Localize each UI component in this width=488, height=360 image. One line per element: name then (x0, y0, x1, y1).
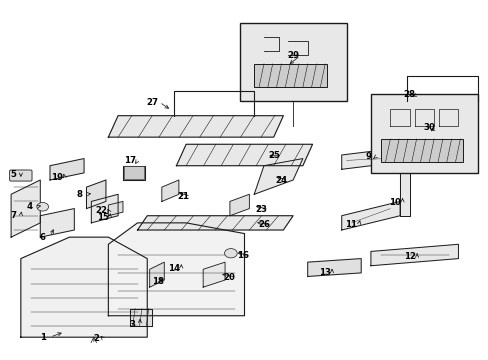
Polygon shape (341, 144, 428, 169)
Text: 25: 25 (268, 151, 280, 160)
FancyBboxPatch shape (10, 170, 32, 181)
Text: 1: 1 (40, 333, 45, 342)
Polygon shape (307, 258, 361, 276)
Polygon shape (149, 262, 164, 287)
Text: 5: 5 (11, 170, 17, 179)
Text: 28: 28 (403, 90, 415, 99)
Bar (370, 94, 477, 173)
Text: 26: 26 (258, 220, 269, 229)
Text: 15: 15 (97, 213, 108, 222)
Polygon shape (341, 202, 399, 230)
Bar (239, 23, 346, 102)
Text: 13: 13 (318, 268, 330, 277)
Polygon shape (108, 116, 283, 137)
Text: 8: 8 (76, 190, 82, 199)
Text: 23: 23 (255, 205, 267, 214)
Text: 27: 27 (146, 98, 158, 107)
Polygon shape (21, 237, 147, 337)
Polygon shape (91, 194, 118, 223)
Polygon shape (40, 208, 74, 237)
Text: 21: 21 (177, 192, 189, 201)
Polygon shape (176, 144, 312, 166)
Circle shape (224, 249, 237, 258)
Polygon shape (11, 180, 40, 237)
Polygon shape (254, 158, 302, 194)
Bar (380, 139, 462, 162)
Text: 16: 16 (237, 251, 249, 260)
Polygon shape (137, 216, 292, 230)
Text: 10: 10 (388, 198, 400, 207)
Polygon shape (370, 244, 458, 266)
Text: 14: 14 (167, 264, 180, 273)
Text: 11: 11 (345, 220, 357, 229)
Text: 3: 3 (129, 320, 135, 329)
Polygon shape (86, 180, 106, 208)
Bar (123, 166, 143, 179)
Text: 22: 22 (95, 206, 107, 215)
Polygon shape (229, 194, 249, 216)
Text: 20: 20 (223, 273, 234, 282)
Polygon shape (130, 309, 152, 327)
Text: 6: 6 (40, 233, 45, 242)
Text: 4: 4 (26, 202, 33, 211)
Text: 17: 17 (124, 156, 136, 165)
Polygon shape (50, 158, 84, 180)
Bar (254, 64, 326, 87)
Text: 12: 12 (403, 252, 415, 261)
Polygon shape (108, 223, 244, 316)
Text: 30: 30 (423, 123, 434, 132)
Polygon shape (162, 180, 179, 202)
Text: 18: 18 (152, 277, 163, 286)
Polygon shape (122, 166, 144, 180)
Text: 2: 2 (93, 334, 99, 343)
Text: 29: 29 (286, 51, 299, 60)
Text: 24: 24 (274, 176, 286, 185)
Text: 9: 9 (365, 152, 371, 161)
Circle shape (37, 203, 48, 211)
Text: 19: 19 (51, 173, 63, 182)
Polygon shape (399, 173, 409, 216)
Text: 7: 7 (10, 211, 17, 220)
Polygon shape (108, 202, 122, 216)
Polygon shape (203, 262, 224, 287)
